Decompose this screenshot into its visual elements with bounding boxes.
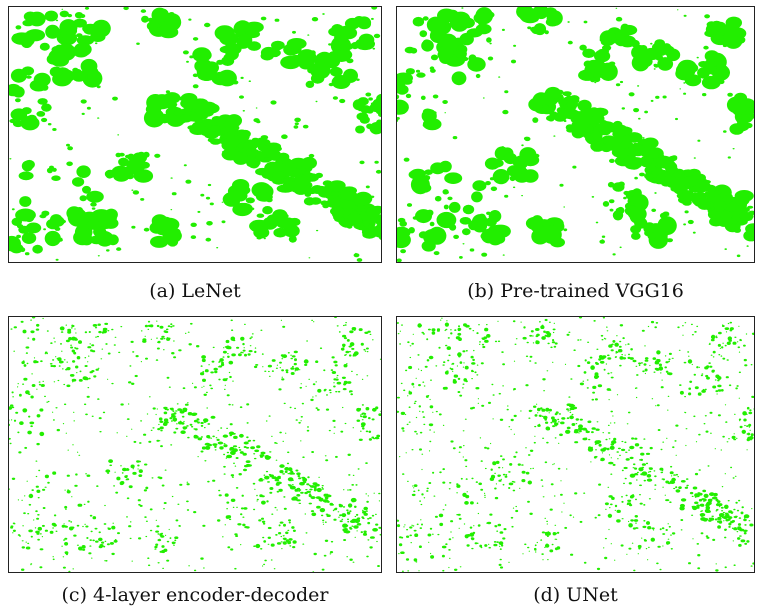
caption-c: (c) 4-layer encoder-decoder — [61, 584, 329, 606]
panel-a-image — [8, 6, 382, 263]
vegetation-mask — [397, 317, 754, 572]
panel-b-image — [396, 6, 755, 263]
vegetation-mask — [9, 317, 381, 572]
caption-a: (a) LeNet — [149, 280, 241, 302]
panel-c-image — [8, 316, 382, 573]
vegetation-mask — [9, 7, 381, 262]
caption-b: (b) Pre-trained VGG16 — [467, 280, 684, 302]
vegetation-mask — [397, 7, 754, 262]
panel-d-image — [396, 316, 755, 573]
caption-d: (d) UNet — [533, 584, 618, 606]
